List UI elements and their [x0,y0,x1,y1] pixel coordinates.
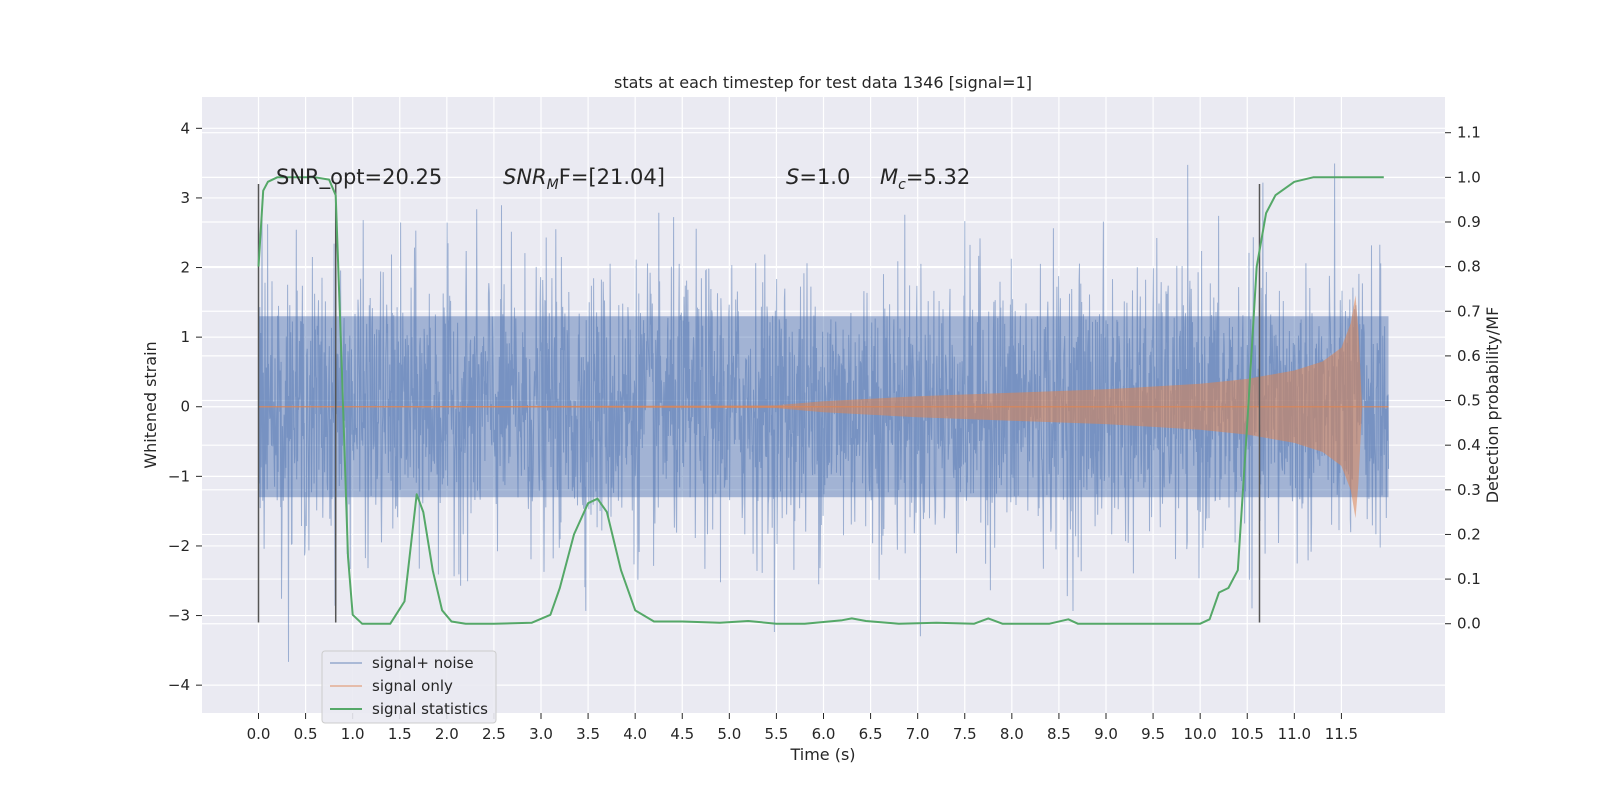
x-tick-label: 2.0 [435,725,459,743]
x-tick-label: 4.5 [670,725,694,743]
x-tick-label: 11.5 [1325,725,1358,743]
x-tick-label: 3.0 [529,725,553,743]
y-tick-label: 0 [180,398,190,416]
y-right-tick-label: 1.0 [1457,168,1481,186]
y-right-tick-label: 0.8 [1457,258,1481,276]
x-tick-label: 5.0 [717,725,741,743]
y-tick-label: −3 [168,607,190,625]
y-right-tick-label: 1.1 [1457,124,1481,142]
annotation-snr-mf: SNRMF=[21.04] [503,165,665,193]
x-tick-label: 11.0 [1278,725,1311,743]
x-axis-ticks: 0.0 0.5 1.0 1.5 2.0 2.5 3.0 3.5 4.0 4.5 5.0 5.5 6.0 6… [247,713,1358,743]
signal-only-series [258,295,1389,519]
legend: signal+ noise signal only signal statist… [321,650,497,724]
y-right-tick-label: 0.0 [1457,615,1481,633]
x-tick-label: 0.0 [247,725,271,743]
s-symbol: S [786,165,799,189]
x-tick-label: 6.0 [812,725,836,743]
x-tick-label: 3.5 [576,725,600,743]
snr-mf-subscript: M [547,177,559,193]
y-axis-label: Whitened strain [141,341,160,468]
snr-mf-rest: F=[21.04] [559,165,665,189]
x-tick-label: 6.5 [859,725,883,743]
y-right-axis-ticks: 1.1 1.0 0.9 0.8 0.7 0.6 0.5 0.4 0.3 0.2 0.1 0.0 [1445,124,1481,633]
y-right-tick-label: 0.9 [1457,213,1481,231]
x-tick-label: 8.5 [1047,725,1071,743]
x-tick-label: 10.5 [1231,725,1264,743]
signal-statistics-series [257,176,1384,625]
x-axis-label: Time (s) [789,745,855,764]
y-tick-label: 4 [180,119,190,137]
y-right-tick-label: 0.5 [1457,392,1481,410]
x-tick-label: 4.0 [623,725,647,743]
y-tick-label: 3 [180,189,190,207]
x-tick-label: 10.0 [1183,725,1216,743]
legend-label-signal-only: signal only [372,677,453,695]
signal-noise-line [258,163,1389,662]
x-tick-label: 1.0 [341,725,365,743]
mc-symbol: M [880,165,898,189]
s-value: =1.0 [799,165,850,189]
y-right-tick-label: 0.6 [1457,347,1481,365]
y-tick-label: 1 [180,328,190,346]
y-right-tick-label: 0.1 [1457,570,1481,588]
y-axis-ticks: 4 3 2 1 0 −1 −2 −3 −4 [168,119,202,694]
y-tick-label: −2 [168,537,190,555]
mc-value: =5.32 [906,165,970,189]
annotation-snr-opt: SNR_opt=20.25 [276,165,442,190]
y-right-tick-label: 0.4 [1457,436,1481,454]
x-tick-label: 2.5 [482,725,506,743]
y-tick-label: −1 [168,467,190,485]
mc-subscript: c [898,177,906,193]
legend-box [321,650,497,724]
legend-label-signal-statistics: signal statistics [372,700,488,718]
y-tick-label: 2 [180,259,190,277]
legend-label-signal-noise: signal+ noise [372,654,474,672]
y-right-axis-label: Detection probability/MF [1483,307,1502,504]
annotation-mc: Mc=5.32 [880,165,970,193]
x-tick-label: 7.5 [953,725,977,743]
y-right-tick-label: 0.2 [1457,525,1481,543]
x-tick-label: 5.5 [764,725,788,743]
y-right-tick-label: 0.3 [1457,481,1481,499]
x-tick-label: 7.0 [906,725,930,743]
snr-mf-symbol: SNR [503,165,547,189]
x-tick-label: 9.5 [1141,725,1165,743]
x-tick-label: 8.0 [1000,725,1024,743]
y-tick-label: −4 [168,676,190,694]
signal-statistics-line [257,176,1384,625]
y-right-tick-label: 0.7 [1457,302,1481,320]
x-tick-label: 1.5 [388,725,412,743]
x-tick-label: 0.5 [294,725,318,743]
chart-title: stats at each timestep for test data 134… [614,73,1032,92]
annotation-s: S=1.0 [786,165,850,189]
x-tick-label: 9.0 [1094,725,1118,743]
